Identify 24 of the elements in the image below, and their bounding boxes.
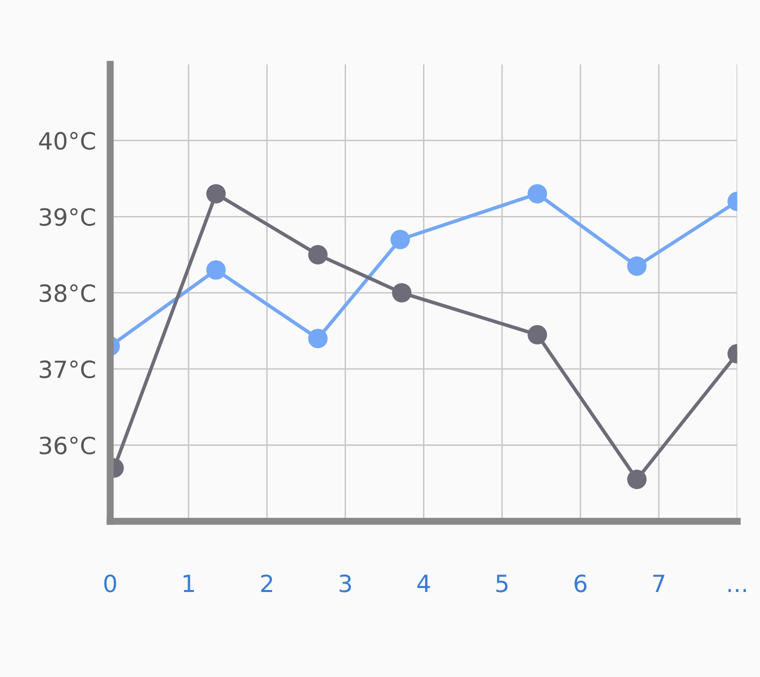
x-tick-label: ... [728, 589, 746, 592]
point [528, 184, 548, 204]
point [528, 324, 548, 344]
y-tick-label: 37°C [40, 360, 96, 378]
point [206, 184, 226, 204]
point [627, 256, 647, 276]
y-tick-label: 40°C [39, 132, 96, 150]
x-tick-label: 2 [261, 574, 272, 592]
point [206, 260, 226, 280]
point [627, 470, 647, 490]
y-tick-label: 39°C [40, 208, 96, 226]
y-tick-label: 36°C [40, 436, 96, 454]
x-tick-label: 4 [417, 574, 430, 592]
x-tick-label: 7 [653, 574, 664, 592]
x-tick-label: 1 [184, 574, 194, 592]
x-tick-label: 5 [496, 574, 508, 592]
point [308, 245, 328, 264]
point [392, 283, 412, 303]
x-tick-label: 0 [104, 574, 116, 592]
x-tick-label: 3 [340, 574, 351, 592]
y-tick-label: 38°C [40, 284, 96, 302]
x-tick-label: 6 [574, 574, 586, 592]
point [390, 230, 410, 250]
point [308, 328, 328, 348]
